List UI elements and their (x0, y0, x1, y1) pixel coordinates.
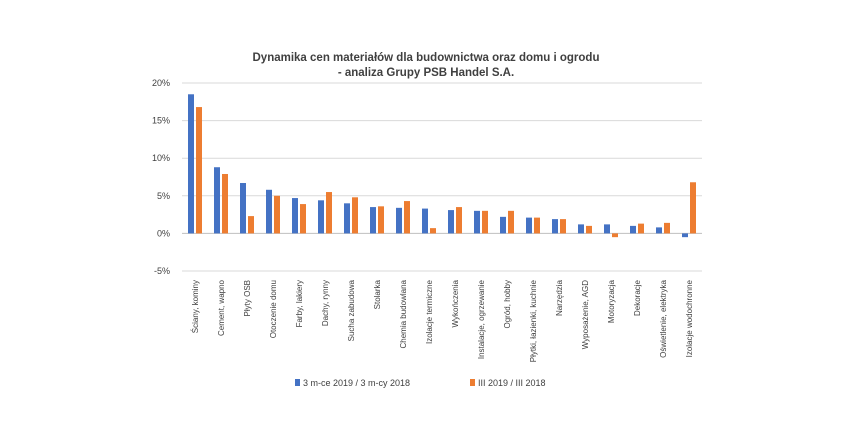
x-category-label: Izolacje wodochronne (685, 279, 694, 357)
bar-series2 (222, 173, 228, 234)
y-tick-label: 0% (157, 228, 170, 238)
bar-series1 (370, 207, 376, 234)
y-axis-ticks: 20% 15% 10% 5% 0% -5% (152, 78, 170, 276)
bar-series2 (638, 223, 644, 234)
y-tick-label: 15% (152, 116, 170, 126)
x-category-label: Wykończenia (451, 279, 460, 327)
y-tick-label: 5% (157, 191, 170, 201)
bar-series1 (318, 200, 324, 234)
bar-series2 (378, 206, 384, 234)
x-category-label: Izolacje termiczne (425, 279, 434, 344)
gridlines (182, 82, 702, 272)
chart-svg: Dynamika cen materiałów dla budownictwa … (152, 52, 702, 388)
bar-series1 (656, 227, 662, 234)
bar-series1 (214, 167, 220, 234)
bar-series1 (344, 203, 350, 234)
bar-series1 (552, 219, 558, 234)
bar-series2 (534, 217, 540, 234)
bar-series2 (664, 222, 670, 234)
bar-series2 (482, 210, 488, 234)
bar-series2 (404, 201, 410, 234)
bar-series2 (326, 192, 332, 234)
bar-series2 (586, 225, 592, 234)
x-category-label: Instalacje, ogrzewanie (477, 279, 486, 359)
bar-series2 (196, 107, 202, 234)
x-category-label: Płyty OSB (243, 280, 252, 316)
x-category-label: Chemia budowlana (399, 279, 408, 348)
x-category-label: Oświetlenie, elektryka (659, 279, 668, 357)
bar-series1 (526, 217, 532, 234)
y-tick-label: 20% (152, 78, 170, 88)
x-category-label: Płytki, łazienki, kuchnie (529, 279, 538, 362)
bar-series2 (690, 182, 696, 234)
bar-series1 (448, 210, 454, 234)
bar-series2 (274, 195, 280, 234)
legend-label: III 2019 / III 2018 (478, 378, 546, 388)
x-category-label: Stolarka (373, 279, 382, 309)
bar-series2 (352, 197, 358, 234)
bar-series1 (474, 210, 480, 234)
bar-series1 (240, 183, 246, 234)
x-category-label: Wyposażenie, AGD (581, 280, 590, 350)
bar-series1 (292, 198, 298, 234)
bar-series1 (396, 207, 402, 234)
y-tick-label: -5% (154, 266, 170, 276)
x-category-label: Sucha zabudowa (347, 279, 356, 341)
x-category-label: Ściany, kominy (191, 280, 200, 333)
bar-series1 (266, 189, 272, 234)
bar-series1 (422, 208, 428, 234)
chart-title-line-2: - analiza Grupy PSB Handel S.A. (338, 67, 514, 79)
x-category-label: Ogród, hobby (503, 280, 512, 328)
bar-series2 (456, 207, 462, 234)
chart-title-line-1: Dynamika cen materiałów dla budownictwa … (253, 52, 600, 64)
bar-series1 (604, 224, 610, 234)
x-category-label: Otoczenie domu (269, 280, 278, 338)
bar-series1 (500, 216, 506, 234)
x-category-label: Cement, wapno (217, 279, 226, 336)
bar-series2 (560, 219, 566, 234)
x-category-label: Farby, lakiery (295, 280, 304, 327)
x-axis-categories: Ściany, kominy Cement, wapno Płyty OSB Otoc… (191, 279, 694, 362)
bar-series2 (612, 233, 618, 238)
bar-series1 (578, 224, 584, 234)
bar-series1 (188, 94, 194, 234)
bar-series1 (682, 233, 688, 238)
legend-label: 3 m-ce 2019 / 3 m-cy 2018 (303, 378, 410, 388)
bar-series1 (630, 225, 636, 234)
x-category-label: Dekoracje (633, 279, 642, 316)
chart-frame: Dynamika cen materiałów dla budownictwa … (140, 42, 712, 404)
bar-series2 (430, 228, 436, 234)
x-category-label: Narzędzia (555, 279, 564, 316)
y-tick-label: 10% (152, 153, 170, 163)
x-category-label: Dachy, rynny (321, 280, 330, 326)
bars (188, 94, 696, 238)
legend-swatch (470, 379, 475, 386)
bar-series2 (508, 210, 514, 234)
legend: 3 m-ce 2019 / 3 m-cy 2018 III 2019 / III … (295, 378, 546, 388)
x-category-label: Motoryzacja (607, 279, 616, 323)
bar-series2 (300, 204, 306, 234)
legend-swatch (295, 379, 300, 386)
bar-series2 (248, 216, 254, 234)
